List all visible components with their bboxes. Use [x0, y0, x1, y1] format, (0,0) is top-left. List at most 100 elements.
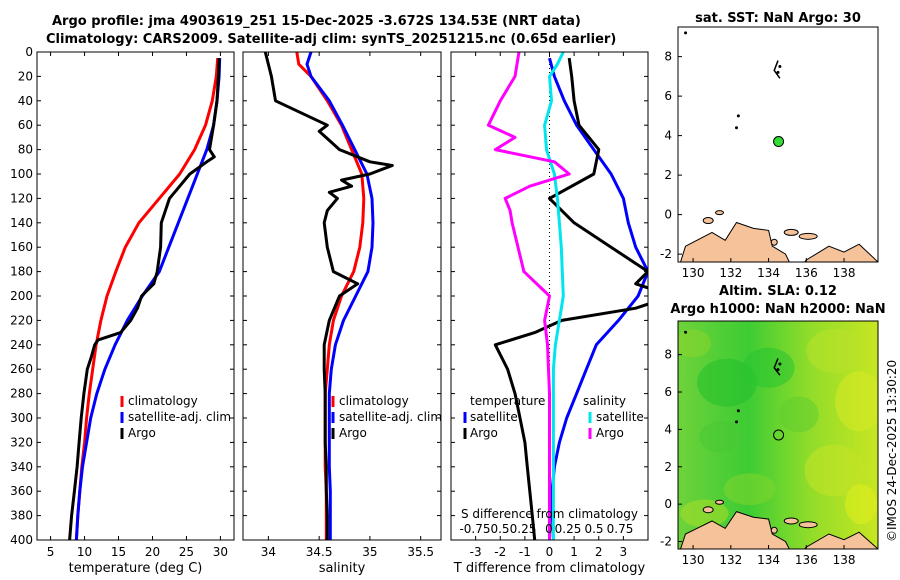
temperature-legend-label: climatology — [128, 394, 198, 408]
difference-top-tick-label: 0.25 — [555, 522, 582, 536]
sst-map-palau-coast — [773, 60, 781, 79]
sla-map-ytick-label: 8 — [664, 348, 672, 362]
salinity-xtick-label: 35 — [362, 545, 377, 559]
difference-legend-label-right: Argo — [596, 426, 624, 440]
depth-tick-label: 60 — [18, 118, 33, 132]
difference-top-label: S difference from climatology — [461, 507, 638, 521]
depth-tick-label: 300 — [10, 411, 33, 425]
sla-map-ytick-label: 0 — [664, 497, 672, 511]
difference-series-s-satellite — [543, 52, 565, 540]
depth-tick-label: 400 — [10, 533, 33, 547]
salinity-frame — [242, 51, 442, 541]
temperature-frame — [36, 51, 235, 541]
depth-tick-label: 0 — [25, 45, 33, 59]
sst-map-title: sat. SST: NaN Argo: 30 — [695, 11, 861, 26]
sst-map-ytick-label: -2 — [660, 247, 672, 261]
depth-tick-label: 360 — [10, 484, 33, 498]
depth-tick-label: 180 — [10, 265, 33, 279]
sla-map-heat-cell — [835, 371, 878, 432]
sla-map-heat-cell — [778, 396, 819, 433]
difference-top-tick-label: 0 — [545, 522, 553, 536]
depth-tick-label: 160 — [10, 240, 33, 254]
difference-xtick-label: 0 — [546, 545, 554, 559]
sla-map-land-islet — [776, 368, 780, 372]
sst-map-layer — [678, 27, 878, 262]
salinity-series-argo — [263, 52, 394, 540]
sla-map-heat-cell — [697, 358, 758, 407]
difference-xtick-label: 2 — [595, 545, 603, 559]
sla-map-heat-cell — [742, 347, 795, 388]
sla-map-heat-cell — [806, 328, 863, 373]
sla-map-title-2: Argo h1000: NaN h2000: NaN — [670, 302, 885, 317]
temperature-legend-label: satellite-adj. clim — [128, 410, 231, 424]
sla-map-land-island — [715, 499, 725, 505]
depth-tick-label: 100 — [10, 167, 33, 181]
sla-map-land-island — [783, 517, 799, 525]
difference-series-s-argo — [486, 52, 571, 540]
difference-frame — [450, 51, 649, 541]
temperature-xtick-label: 30 — [213, 545, 228, 559]
sla-map-land-island — [770, 526, 778, 534]
difference-top-tick-label: 0.5 — [490, 522, 509, 536]
sst-map-xtick-label: 130 — [682, 266, 705, 280]
sla-map-heat-cell — [804, 444, 865, 497]
sst-map-ytick-label: 8 — [664, 50, 672, 64]
sst-map-ytick-label: 0 — [664, 208, 672, 222]
sst-map-land-new-guinea — [680, 221, 878, 262]
figure-title-line-2: Climatology: CARS2009. Satellite-adj cli… — [46, 32, 617, 47]
temperature-legend-label: Argo — [128, 426, 156, 440]
salinity-series-satellite-adj-clim — [305, 52, 375, 540]
difference-legend-label-left: satellite — [470, 410, 518, 424]
temperature-xtick-label: 25 — [179, 545, 194, 559]
difference-series-t-satellite — [548, 57, 648, 540]
sla-map-land-new-guinea — [680, 511, 878, 549]
sla-map-xtick-label: 134 — [757, 553, 780, 567]
depth-tick-label: 220 — [10, 313, 33, 327]
difference-legend-label-right: satellite — [596, 410, 644, 424]
difference-xtick-label: -3 — [470, 545, 482, 559]
sla-map-land-islet — [684, 330, 688, 334]
sla-map-xtick-label: 130 — [682, 553, 705, 567]
depth-tick-label: 140 — [10, 216, 33, 230]
sst-map-land-island — [783, 228, 799, 236]
temperature-xlabel: temperature (deg C) — [69, 561, 203, 576]
temperature-series-argo — [68, 58, 221, 540]
sla-map-heat-cell — [845, 484, 878, 525]
depth-tick-label: 380 — [10, 509, 33, 523]
temperature-xtick-label: 15 — [111, 545, 126, 559]
difference-top-tick-label: -0.75 — [459, 522, 490, 536]
sst-map-xtick-label: 132 — [719, 266, 742, 280]
sla-map-ytick-label: 2 — [664, 460, 672, 474]
difference-xtick-label: -2 — [494, 545, 506, 559]
salinity-xtick-label: 34.5 — [306, 545, 333, 559]
sst-map-xtick-label: 138 — [833, 266, 856, 280]
sst-map-land-island — [702, 217, 714, 225]
sla-map-title: Altim. SLA: 0.12 — [719, 284, 837, 299]
sla-map-land-island — [702, 506, 714, 514]
sst-map-land-island — [715, 210, 725, 216]
sst-map-land-islet — [778, 64, 782, 68]
depth-tick-label: 20 — [18, 69, 33, 83]
depth-tick-label: 280 — [10, 387, 33, 401]
depth-tick-label: 260 — [10, 362, 33, 376]
sla-map-ytick-label: 6 — [664, 385, 672, 399]
salinity-legend-label: Argo — [339, 426, 367, 440]
salinity-xlabel: salinity — [319, 561, 366, 576]
sst-map-ytick-label: 4 — [664, 129, 672, 143]
difference-top-tick-label: 0.5 — [584, 522, 603, 536]
difference-xlabel: T difference from climatology — [453, 561, 646, 576]
sla-map-heat-cell — [678, 329, 712, 358]
salinity-xtick-label: 34 — [261, 545, 276, 559]
sst-map-land-islet — [684, 31, 688, 35]
temperature-xtick-label: 5 — [47, 545, 55, 559]
depth-tick-label: 320 — [10, 435, 33, 449]
sst-map-land-islet — [776, 70, 780, 74]
sst-map-argo-marker — [773, 136, 785, 148]
temperature-xtick-label: 20 — [145, 545, 160, 559]
legend-title-temperature: temperature — [470, 394, 545, 408]
depth-tick-label: 240 — [10, 338, 33, 352]
sla-map-palau-coast — [773, 358, 781, 376]
legend-title-salinity: salinity — [583, 394, 626, 408]
difference-series-t-argo — [493, 57, 648, 540]
